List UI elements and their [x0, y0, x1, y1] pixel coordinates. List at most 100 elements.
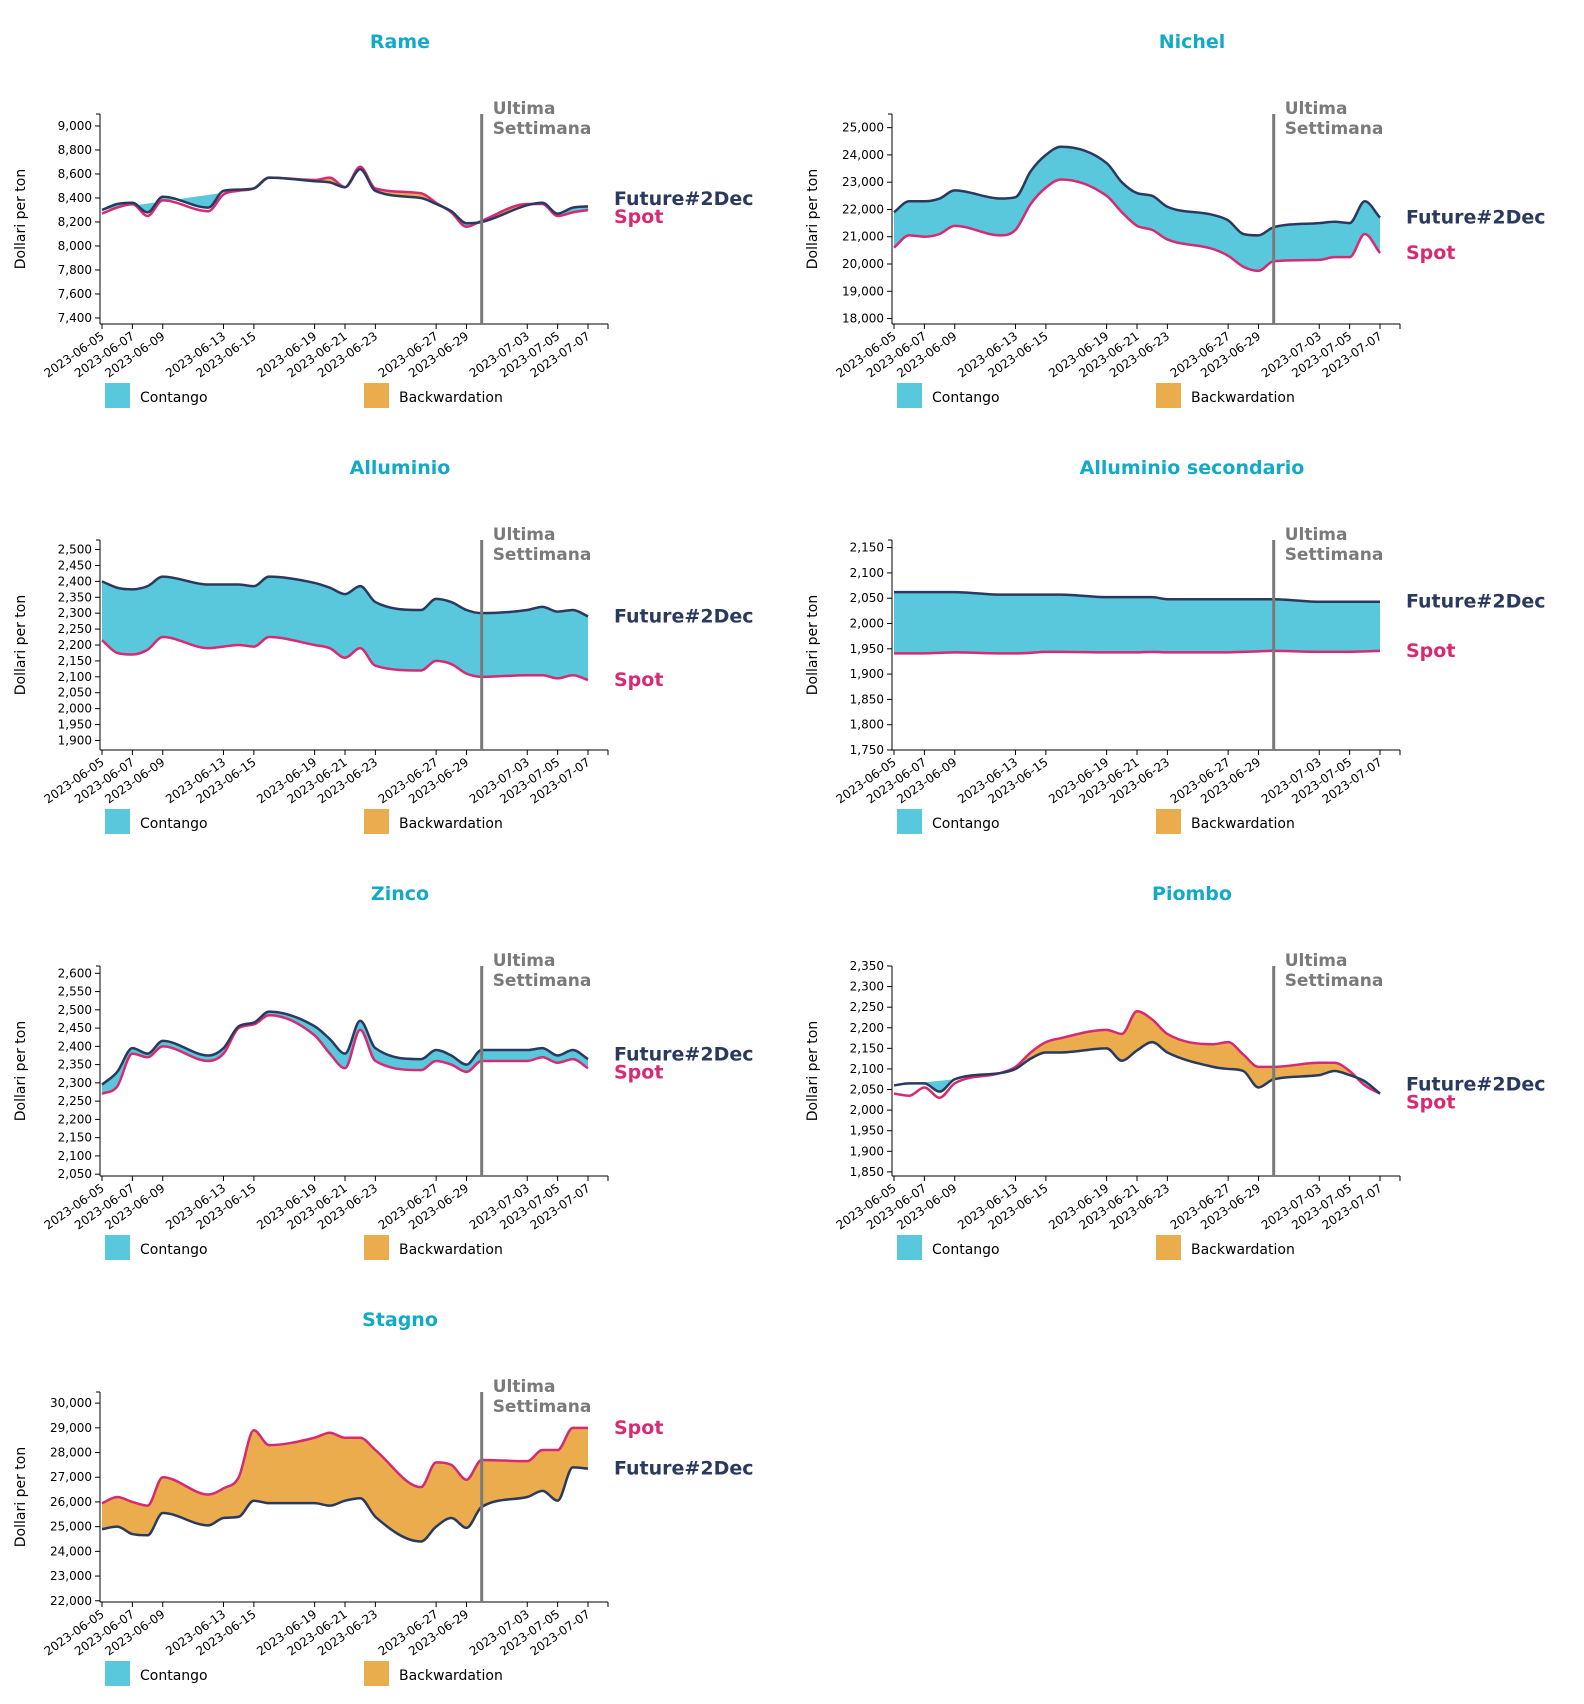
y-tick-label: 2,250: [58, 622, 92, 636]
y-tick-label: 1,750: [850, 743, 884, 757]
spot-line: [101, 635, 589, 682]
legend-contango-swatch: [105, 383, 130, 408]
last-week-label: Settimana: [493, 545, 592, 565]
legend-contango-label: Contango: [932, 1242, 1000, 1258]
y-tick-label: 30,000: [50, 1396, 92, 1410]
y-tick-label: 2,500: [58, 543, 92, 557]
chart-svg: 18,000 19,000 20,000 21,000 22,000 23,000 24,0…: [805, 99, 1546, 408]
legend-contango-swatch: [897, 1235, 922, 1260]
y-tick-label: 2,150: [850, 541, 884, 555]
y-tick-label: 1,900: [850, 667, 884, 681]
future-series-label: Future#2Dec: [614, 1044, 754, 1066]
y-tick-label: 23,000: [50, 1569, 92, 1583]
y-tick-label: 1,950: [850, 1124, 884, 1138]
legend-contango-label: Contango: [932, 390, 1000, 406]
future-line: [101, 575, 589, 618]
y-tick-label: 29,000: [50, 1421, 92, 1435]
y-tick-label: 2,000: [850, 616, 884, 630]
chart-svg: 7,400 7,600 7,800 8,000 8,200 8,400 8,600 8,800…: [13, 99, 754, 408]
y-axis-label: Dollari per ton: [13, 1021, 29, 1121]
y-tick-label: 2,300: [58, 606, 92, 620]
chart-panel-nichel: Nichel 18,000 19,000 20,000 21,000 22,000 23,…: [792, 0, 1584, 426]
y-axis-label: Dollari per ton: [805, 595, 821, 695]
y-tick-label: 2,300: [58, 1076, 92, 1090]
last-week-label: Settimana: [493, 119, 592, 139]
y-tick-label: 2,500: [58, 1003, 92, 1017]
future-line: [893, 590, 1380, 603]
future-line: [101, 1466, 589, 1543]
legend-contango-swatch: [897, 809, 922, 834]
y-tick-label: 7,800: [58, 263, 92, 277]
y-tick-label: 2,050: [850, 591, 884, 605]
y-tick-label: 24,000: [50, 1544, 92, 1558]
legend-contango-label: Contango: [140, 390, 208, 406]
future-line: [893, 145, 1381, 237]
chart-title: Rame: [369, 31, 431, 53]
y-tick-label: 9,000: [58, 119, 92, 133]
legend-backwardation-label: Backwardation: [399, 1242, 503, 1258]
contango-area: [894, 146, 1380, 271]
y-tick-label: 2,000: [850, 1103, 884, 1117]
chart-panel-stagno: Stagno 22,000 23,000 24,000 25,000 26,000 27,…: [0, 1278, 792, 1704]
last-week-label: Ultima: [1285, 525, 1348, 545]
spot-line: [101, 165, 589, 229]
future-series-label: Future#2Dec: [1406, 1074, 1546, 1096]
chart-title: Stagno: [362, 1309, 438, 1331]
spot-line: [101, 1014, 589, 1095]
chart-panel-piombo: Piombo 1,850 1,900 1,950 2,000 2,050 2,100 2,1…: [792, 852, 1584, 1278]
legend-contango-swatch: [897, 383, 922, 408]
y-tick-label: 2,000: [58, 702, 92, 716]
legend-contango-label: Contango: [140, 816, 208, 832]
future-line: [893, 1040, 1381, 1095]
legend-backwardation-swatch: [1156, 809, 1181, 834]
y-tick-label: 1,950: [850, 642, 884, 656]
future-series-label: Future#2Dec: [614, 188, 754, 210]
spot-series-label: Spot: [1406, 1092, 1455, 1114]
y-tick-label: 1,900: [58, 733, 92, 747]
y-tick-label: 28,000: [50, 1446, 92, 1460]
y-tick-label: 2,350: [850, 959, 884, 973]
backwardation-area: [102, 1427, 588, 1542]
spot-series-label: Spot: [614, 206, 663, 228]
spot-series-label: Spot: [1406, 242, 1455, 264]
y-tick-label: 21,000: [842, 230, 884, 244]
spot-line: [101, 1426, 588, 1507]
future-series-label: Future#2Dec: [614, 1458, 754, 1480]
chart-svg: 2,050 2,100 2,150 2,200 2,250 2,300 2,350 2,400…: [13, 951, 754, 1260]
contango-area: [894, 592, 1380, 654]
y-tick-label: 1,850: [850, 692, 884, 706]
spot-series-label: Spot: [614, 1417, 663, 1439]
y-tick-label: 25,000: [50, 1520, 92, 1534]
spot-line: [893, 178, 1382, 273]
legend-contango-swatch: [105, 1661, 130, 1686]
chart-svg: 1,850 1,900 1,950 2,000 2,050 2,100 2,150 2,200…: [805, 951, 1546, 1260]
y-tick-label: 19,000: [842, 284, 884, 298]
chart-title: Nichel: [1158, 31, 1226, 53]
y-axis-label: Dollari per ton: [805, 1021, 821, 1121]
chart-svg: 22,000 23,000 24,000 25,000 26,000 27,000 28,0…: [13, 1377, 754, 1686]
y-tick-label: 2,450: [58, 1021, 92, 1035]
future-series-label: Future#2Dec: [614, 605, 754, 627]
y-tick-label: 8,800: [58, 143, 92, 157]
y-tick-label: 22,000: [50, 1594, 92, 1608]
spot-series-label: Spot: [1406, 640, 1455, 662]
contango-area: [894, 1079, 955, 1092]
y-tick-label: 7,400: [58, 311, 92, 325]
chart-panel-alluminio: Alluminio 1,900 1,950 2,000 2,050 2,100 2,150…: [0, 426, 792, 852]
legend-backwardation-swatch: [364, 383, 389, 408]
last-week-label: Ultima: [1285, 951, 1348, 971]
chart-panel-rame: Rame 7,400 7,600 7,800 8,000 8,200 8,400 8,600…: [0, 0, 792, 426]
y-axis-label: Dollari per ton: [13, 595, 29, 695]
legend-backwardation-label: Backwardation: [1191, 816, 1295, 832]
y-tick-label: 1,850: [850, 1165, 884, 1179]
legend-contango-label: Contango: [140, 1668, 208, 1684]
legend-backwardation-label: Backwardation: [399, 390, 503, 406]
contango-area: [102, 1011, 588, 1094]
y-tick-label: 2,100: [850, 566, 884, 580]
y-tick-label: 2,350: [58, 1058, 92, 1072]
y-tick-label: 2,450: [58, 558, 92, 572]
last-week-label: Ultima: [493, 525, 556, 545]
future-line: [101, 1010, 589, 1086]
y-tick-label: 2,150: [58, 654, 92, 668]
chart-svg: 1,750 1,800 1,850 1,900 1,950 2,000 2,050 2,100…: [805, 525, 1546, 834]
